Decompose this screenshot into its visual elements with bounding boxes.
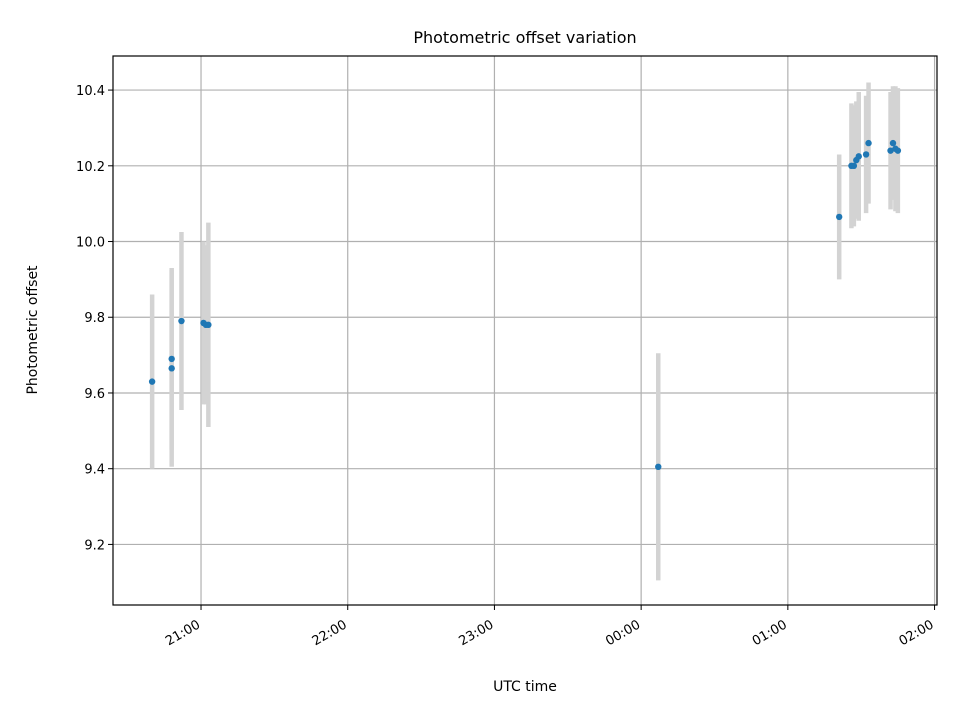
data-point <box>850 162 858 169</box>
data-points <box>148 139 902 471</box>
chart-title: Photometric offset variation <box>413 28 636 47</box>
y-tick-label: 9.2 <box>84 538 105 553</box>
y-tick-label: 9.6 <box>84 387 105 402</box>
x-axis-label: UTC time <box>493 679 557 695</box>
y-axis-ticks: 9.2 9.4 9.6 9.8 10.0 10.2 10.4 <box>76 84 113 553</box>
y-axis-label: Photometric offset <box>25 265 41 395</box>
data-point <box>655 463 662 471</box>
y-tick-label: 10.0 <box>76 236 105 251</box>
y-tick-label: 9.4 <box>84 463 105 478</box>
data-point <box>835 213 843 221</box>
data-point <box>178 317 185 325</box>
data-point <box>168 365 175 372</box>
data-point <box>889 139 897 147</box>
data-point <box>205 321 212 329</box>
data-point <box>862 151 870 158</box>
data-point <box>168 355 175 363</box>
data-point <box>855 153 862 160</box>
data-point <box>894 147 902 154</box>
data-point <box>148 378 156 385</box>
y-tick-label: 9.8 <box>84 311 105 326</box>
y-tick-label: 10.4 <box>76 84 105 99</box>
plot-frame <box>112 55 938 606</box>
y-tick-label: 10.2 <box>76 160 105 175</box>
data-point <box>865 139 872 147</box>
grid <box>113 56 937 605</box>
data-point <box>887 147 894 154</box>
